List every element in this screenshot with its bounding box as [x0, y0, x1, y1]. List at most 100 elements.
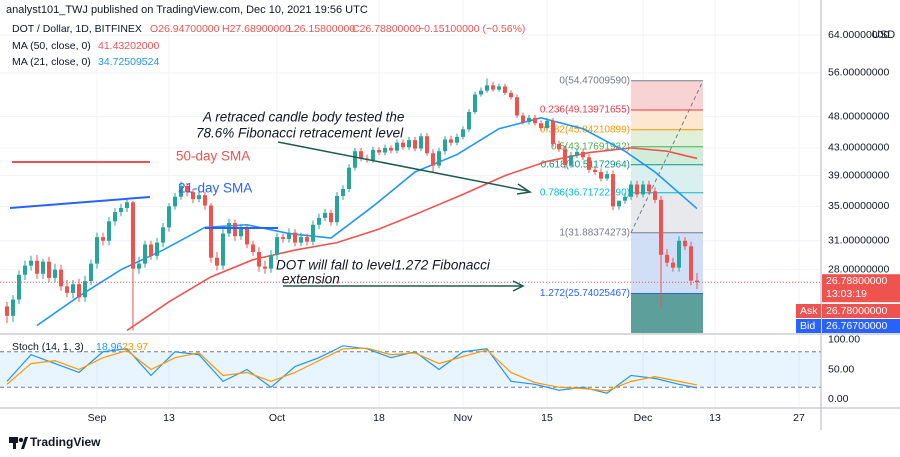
last-price-box [822, 274, 900, 303]
x-tick-label: Nov [454, 412, 473, 424]
candle-body [47, 261, 51, 278]
candle-body [287, 232, 291, 239]
candle-body [23, 265, 27, 275]
ask-tag [796, 304, 821, 318]
candle-body [179, 185, 183, 197]
candle-body [677, 240, 681, 268]
y-tick-label: 48.00000000 [828, 110, 889, 122]
x-tick-label: 13 [163, 412, 175, 424]
candle-body [521, 115, 525, 123]
candle-body [527, 117, 531, 123]
candle-body [695, 280, 699, 283]
ma-value: 41.43202000 [98, 40, 159, 52]
candle-body [629, 184, 633, 197]
candle-body [551, 120, 555, 144]
candle-body [449, 139, 453, 143]
candle-body [281, 237, 285, 239]
candle-body [185, 185, 189, 193]
candle-body [101, 237, 105, 241]
candle-body [467, 111, 471, 130]
stoch-band [0, 351, 821, 388]
candle-body [545, 120, 549, 129]
ma-legend: MA (21, close, 0) [12, 56, 91, 68]
fib-band [631, 293, 703, 333]
candle-body [251, 244, 255, 252]
candle-body [83, 281, 87, 298]
candle-body [599, 171, 603, 179]
candle-body [503, 86, 507, 93]
candle-body [143, 244, 147, 264]
candle-body [533, 117, 537, 124]
candle-body [395, 142, 399, 151]
y-tick-label: 28.00000000 [828, 263, 889, 275]
candle-body [161, 227, 165, 243]
ohlc: H27.68900000 [222, 23, 291, 35]
candle-body [557, 143, 561, 150]
ma-legend: MA (50, close, 0) [12, 40, 91, 52]
candle-body [419, 136, 423, 149]
candle-body [317, 217, 321, 225]
countdown: 13:03:19 [826, 288, 867, 300]
candle-body [575, 151, 579, 156]
candle-body [569, 155, 573, 165]
candle-body [65, 286, 69, 293]
candle-body [479, 90, 483, 95]
candle-body [323, 212, 327, 218]
x-tick-label: 15 [541, 412, 553, 424]
x-tick-label: Dec [634, 412, 653, 424]
candle-body [125, 202, 129, 208]
fib-label: 1(31.88374273) [559, 227, 630, 238]
candle-body [341, 189, 345, 196]
candle-body [665, 254, 669, 263]
y-tick-label: 31.00000000 [828, 235, 889, 247]
candle-body [329, 212, 333, 223]
y-tick-label: 43.00000000 [828, 142, 889, 154]
ask-box [822, 304, 900, 318]
candle-body [335, 195, 339, 223]
annotation: 50-day SMA [176, 149, 250, 164]
candle-body [233, 223, 237, 237]
candle-body [5, 306, 9, 316]
candle-body [245, 228, 249, 245]
candle-body [539, 123, 543, 129]
fib-label: 0.236(49.13971655) [540, 105, 630, 116]
candle-body [299, 237, 303, 243]
candle-body [623, 196, 627, 201]
fib-band [631, 129, 703, 147]
candle-body [491, 85, 495, 90]
candle-body [683, 240, 687, 247]
stoch-value: 18.96 [96, 341, 122, 353]
candle-body [293, 232, 297, 243]
candle-body [635, 184, 639, 195]
candle-body [689, 246, 693, 281]
arrow-head [516, 183, 533, 195]
stoch-line [6, 347, 698, 392]
candle-body [131, 202, 135, 269]
candle-body [617, 200, 621, 207]
change: −0.15100000 (−0.56%) [418, 23, 525, 35]
x-tick-label: 18 [373, 412, 385, 424]
stoch-name: Stoch (14, 1, 3) [12, 341, 84, 353]
candle-body [347, 167, 351, 190]
fib-band [631, 110, 703, 130]
candle-body [563, 149, 567, 165]
ask-label: 26.78000000 [826, 305, 887, 317]
candle-body [587, 157, 591, 170]
candle-body [119, 207, 123, 213]
publisher: analyst101_TWJ published on TradingView.… [6, 4, 368, 16]
stochastic: Stoch (14, 1, 3) 18.96 23.97 [0, 341, 821, 394]
annotation: extension [282, 272, 340, 287]
ma-value: 34.72509524 [98, 56, 159, 68]
stoch-tick-label: 100.00 [828, 334, 860, 346]
stoch-tick-label: 0.00 [828, 393, 849, 405]
fib-band [631, 80, 703, 111]
candle-body [407, 140, 411, 148]
fib-trend [630, 80, 704, 234]
ma-line [126, 147, 698, 332]
fib-band [631, 192, 703, 233]
y-tick-label: 56.00000000 [828, 67, 889, 79]
candle-body [59, 269, 63, 287]
candle-body [377, 149, 381, 153]
candle-body [17, 274, 21, 300]
